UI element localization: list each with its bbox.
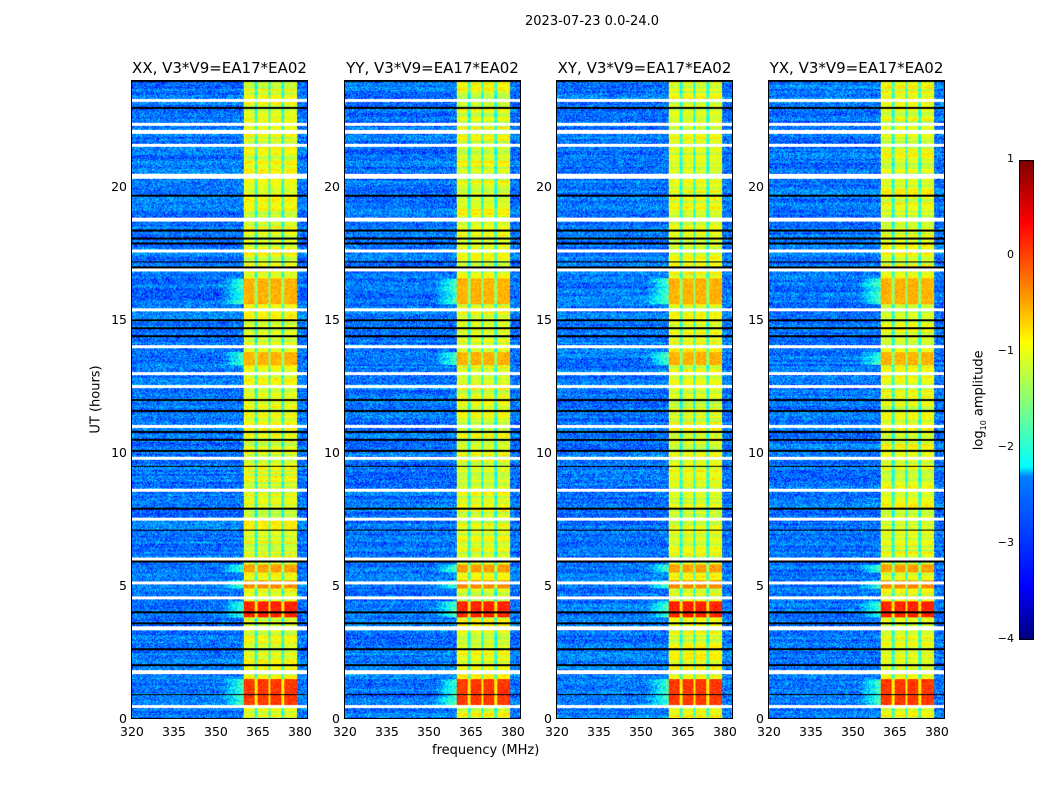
colorbar-tick-label: 1 — [1007, 152, 1014, 165]
colorbar-tick-label: −1 — [997, 344, 1014, 357]
x-tick-label: 335 — [799, 724, 823, 739]
y-tick-label: 5 — [119, 577, 127, 593]
y-tick-label: 0 — [119, 711, 127, 726]
x-tick-label: 350 — [629, 724, 653, 739]
y-tick-label: 15 — [111, 311, 127, 327]
y-tick-label: 15 — [324, 311, 340, 327]
x-tick-label: 380 — [713, 724, 737, 739]
y-tick-label: 20 — [748, 178, 764, 194]
x-tick-label: 365 — [246, 724, 270, 739]
colorbar-label-rest: amplitude — [971, 350, 987, 421]
x-tick-label: 335 — [162, 724, 186, 739]
x-tick-label: 320 — [333, 724, 357, 739]
colorbar-label-main: log — [971, 430, 987, 451]
panel-title: XY, V3*V9=EA17*EA02 — [557, 59, 732, 77]
panel-title: YX, V3*V9=EA17*EA02 — [769, 59, 944, 77]
y-tick-label: 10 — [324, 444, 340, 460]
y-tick-label: 15 — [536, 311, 552, 327]
y-tick-label: 10 — [748, 444, 764, 460]
y-tick-label: 0 — [332, 711, 340, 726]
x-axis-label: frequency (MHz) — [432, 743, 540, 758]
figure-title: 2023-07-23 0.0-24.0 — [525, 14, 659, 29]
y-tick-label: 5 — [756, 577, 764, 593]
y-tick-label: 10 — [111, 444, 127, 460]
x-tick-label: 380 — [925, 724, 949, 739]
waterfall-panel — [556, 80, 733, 719]
waterfall-panel — [344, 80, 521, 719]
y-tick-label: 5 — [544, 577, 552, 593]
colorbar-tick-label: −4 — [997, 632, 1014, 645]
y-axis-label: UT (hours) — [88, 365, 104, 434]
waterfall-heatmap — [769, 81, 944, 718]
x-tick-label: 365 — [883, 724, 907, 739]
x-tick-label: 380 — [501, 724, 525, 739]
x-tick-label: 335 — [375, 724, 399, 739]
x-tick-label: 350 — [841, 724, 865, 739]
x-tick-label: 350 — [417, 724, 441, 739]
waterfall-heatmap — [345, 81, 520, 718]
colorbar-label-sub: 10 — [979, 420, 989, 431]
colorbar-label: log10 amplitude — [972, 350, 989, 450]
waterfall-heatmap — [132, 81, 307, 718]
x-tick-label: 380 — [288, 724, 312, 739]
y-tick-label: 10 — [536, 444, 552, 460]
x-tick-label: 365 — [459, 724, 483, 739]
x-tick-label: 320 — [545, 724, 569, 739]
x-tick-label: 335 — [587, 724, 611, 739]
waterfall-panel — [768, 80, 945, 719]
y-tick-label: 5 — [332, 577, 340, 593]
y-tick-label: 20 — [111, 178, 127, 194]
colorbar-tick-label: 0 — [1007, 248, 1014, 261]
x-tick-label: 320 — [757, 724, 781, 739]
colorbar-tick-label: −2 — [997, 440, 1014, 453]
y-tick-label: 15 — [748, 311, 764, 327]
colorbar — [1019, 160, 1034, 640]
x-tick-label: 320 — [120, 724, 144, 739]
waterfall-heatmap — [557, 81, 732, 718]
panel-title: XX, V3*V9=EA17*EA02 — [132, 59, 307, 77]
y-tick-label: 0 — [544, 711, 552, 726]
y-tick-label: 20 — [324, 178, 340, 194]
colorbar-tick-label: −3 — [997, 536, 1014, 549]
panel-title: YY, V3*V9=EA17*EA02 — [346, 59, 519, 77]
x-tick-label: 365 — [671, 724, 695, 739]
waterfall-panel — [131, 80, 308, 719]
x-tick-label: 350 — [204, 724, 228, 739]
y-tick-label: 20 — [536, 178, 552, 194]
y-tick-label: 0 — [756, 711, 764, 726]
